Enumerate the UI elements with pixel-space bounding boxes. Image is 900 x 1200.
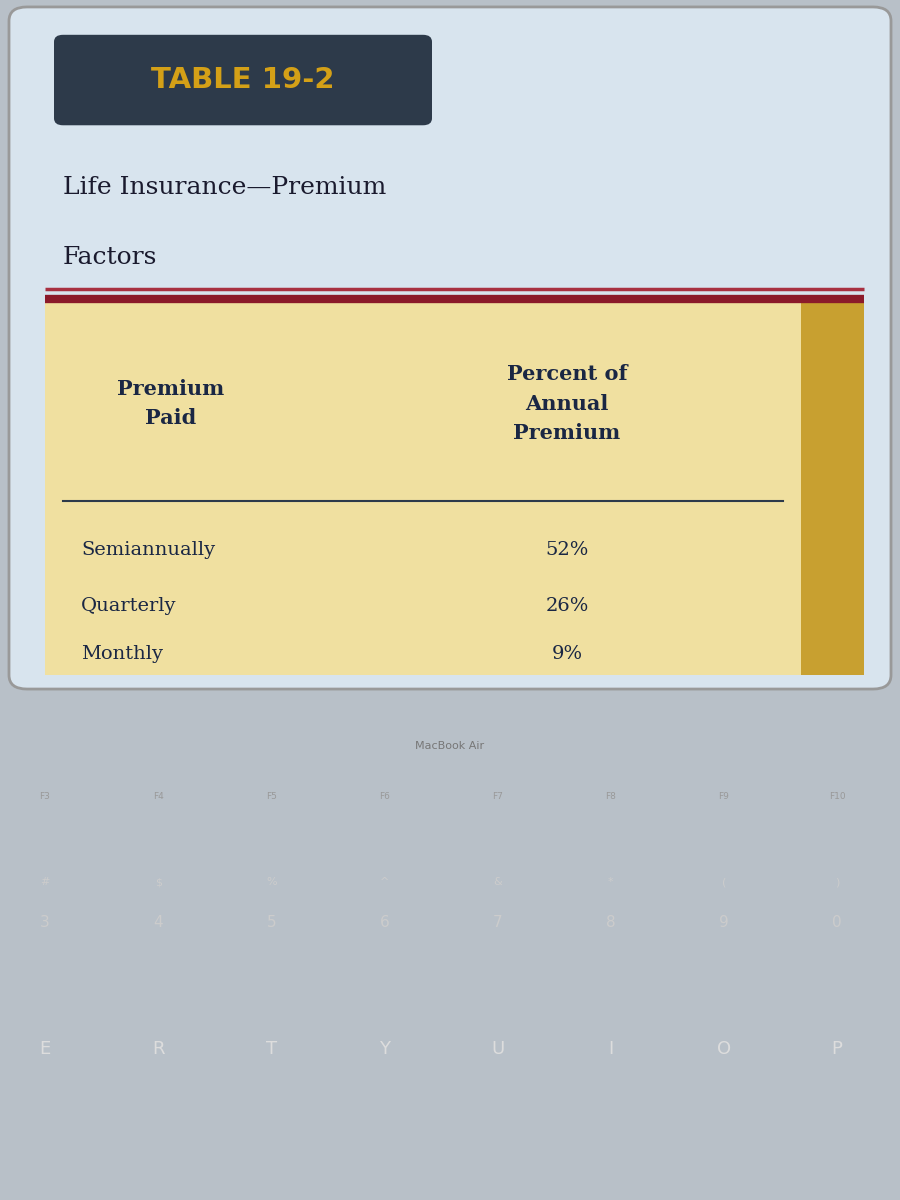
Text: R: R (152, 1039, 165, 1058)
Bar (45, 299, 801, 676)
FancyBboxPatch shape (54, 35, 432, 125)
Text: F8: F8 (606, 792, 616, 802)
Text: 6: 6 (380, 916, 390, 930)
Text: 4: 4 (153, 916, 163, 930)
Text: $: $ (155, 877, 162, 888)
Text: Factors: Factors (63, 246, 158, 269)
Text: F5: F5 (266, 792, 276, 802)
Text: Quarterly: Quarterly (81, 596, 176, 614)
Text: U: U (491, 1039, 504, 1058)
Text: (: ( (722, 877, 726, 888)
Text: 3: 3 (40, 916, 50, 930)
Text: ): ) (835, 877, 839, 888)
Text: TABLE 19-2: TABLE 19-2 (151, 66, 335, 94)
Bar (801, 299, 864, 676)
Text: F7: F7 (492, 792, 503, 802)
Text: 26%: 26% (545, 596, 589, 614)
Text: I: I (608, 1039, 613, 1058)
Text: ^: ^ (380, 877, 389, 888)
Text: O: O (716, 1039, 731, 1058)
Text: %: % (266, 877, 276, 888)
Text: Premium
Paid: Premium Paid (117, 379, 225, 428)
Text: *: * (608, 877, 614, 888)
FancyBboxPatch shape (9, 7, 891, 689)
Text: F4: F4 (153, 792, 164, 802)
Text: E: E (40, 1039, 50, 1058)
Text: Monthly: Monthly (81, 646, 163, 664)
Text: MacBook Air: MacBook Air (416, 742, 484, 751)
Text: 9: 9 (719, 916, 729, 930)
Text: 0: 0 (832, 916, 842, 930)
Text: F6: F6 (379, 792, 390, 802)
Text: 7: 7 (493, 916, 502, 930)
Text: Y: Y (379, 1039, 390, 1058)
Text: F9: F9 (718, 792, 729, 802)
Text: T: T (266, 1039, 277, 1058)
Text: &: & (493, 877, 502, 888)
Text: Life Insurance—Premium: Life Insurance—Premium (63, 176, 386, 199)
Text: P: P (832, 1039, 842, 1058)
Text: F10: F10 (829, 792, 845, 802)
Text: 8: 8 (606, 916, 616, 930)
Text: 52%: 52% (545, 541, 589, 559)
Text: Semiannually: Semiannually (81, 541, 215, 559)
Text: 5: 5 (266, 916, 276, 930)
Text: Percent of
Annual
Premium: Percent of Annual Premium (507, 364, 627, 443)
Text: F3: F3 (40, 792, 50, 802)
Text: 9%: 9% (552, 646, 582, 664)
Text: #: # (40, 877, 50, 888)
